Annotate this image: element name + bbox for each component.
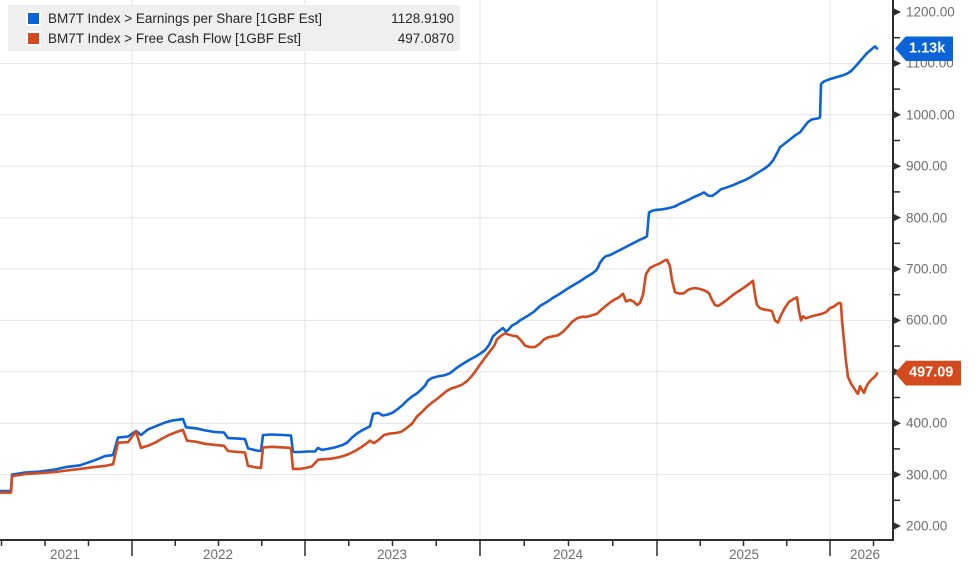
y-axis-tick-label: 900.00 [906, 158, 948, 174]
y-major-tick-arrow-icon [893, 419, 901, 428]
y-major-tick-arrow-icon [893, 265, 901, 273]
y-major-tick-arrow-icon [893, 213, 901, 222]
y-axis-tick-label: 400.00 [906, 415, 948, 431]
y-major-tick-arrow-icon [893, 162, 901, 171]
x-axis-year-label: 2023 [376, 547, 408, 562]
y-major-tick-arrow-icon [893, 110, 901, 119]
legend-item-eps[interactable]: BM7T Index > Earnings per Share [1GBF Es… [12, 8, 454, 28]
y-axis-tick-label: 700.00 [906, 261, 948, 277]
y-axis-tick-label: 600.00 [906, 312, 948, 328]
x-axis-year-label: 2022 [202, 547, 234, 562]
x-axis-year-label: 2026 [849, 547, 881, 562]
x-axis-year-label: 2024 [552, 547, 584, 562]
y-major-tick-arrow-icon [893, 59, 901, 68]
y-axis-tick-label: 800.00 [906, 210, 948, 226]
fcf-series-swatch-icon [26, 30, 41, 46]
y-axis-tick-label: 200.00 [906, 518, 948, 534]
eps-series-line[interactable] [0, 45, 879, 493]
y-major-tick-arrow-icon [893, 522, 901, 530]
y-axis-tick-label: 1000.00 [906, 107, 955, 123]
y-major-tick-arrow-icon [893, 8, 901, 16]
y-axis-tick-label: 1200.00 [906, 4, 955, 20]
fcf-series-line[interactable] [0, 258, 879, 494]
eps-series-value: 1128.9190 [391, 10, 454, 26]
y-major-tick-arrow-icon [893, 470, 901, 479]
chart-legend: BM7T Index > Earnings per Share [1GBF Es… [8, 5, 460, 51]
y-major-tick-arrow-icon [893, 316, 901, 325]
x-axis-year-label: 2025 [728, 547, 760, 562]
eps-series-swatch-icon [26, 10, 41, 26]
fcf-last-value-badge: 497.09 [895, 360, 962, 386]
eps-last-value-badge: 1.13k [895, 36, 954, 62]
fcf-series-value: 497.0870 [397, 30, 454, 46]
y-axis-tick-label: 300.00 [906, 467, 948, 483]
fcf-series-label: BM7T Index > Free Cash Flow [1GBF Est] [48, 30, 301, 46]
x-axis-year-label: 2021 [49, 547, 81, 562]
legend-item-fcf[interactable]: BM7T Index > Free Cash Flow [1GBF Est] 4… [12, 28, 454, 48]
eps-series-label: BM7T Index > Earnings per Share [1GBF Es… [48, 10, 323, 26]
